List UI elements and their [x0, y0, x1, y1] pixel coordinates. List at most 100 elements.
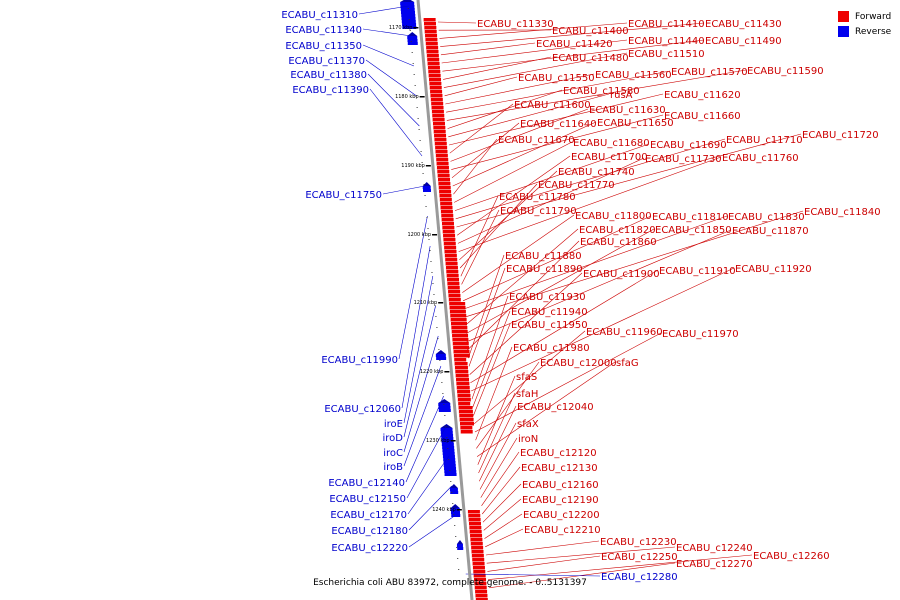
- forward-gene-segment: [429, 82, 442, 86]
- forward-gene-segment: [471, 550, 484, 554]
- tick-label: 1230 kbp: [426, 438, 450, 444]
- forward-gene-label: ECABU_c11810: [652, 212, 729, 223]
- forward-gene-label: ECABU_c11720: [802, 130, 879, 141]
- reverse-swatch: [838, 26, 849, 37]
- forward-gene-label: ECABU_c11950: [511, 320, 588, 331]
- reverse-gene-segment: [444, 470, 457, 473]
- tick-mark: [438, 302, 444, 304]
- minor-dot: [450, 481, 452, 482]
- minor-dot: [445, 426, 447, 427]
- reverse-gene-segment: [442, 446, 455, 449]
- reverse-gene-segment: [407, 42, 418, 45]
- forward-gene-segment: [471, 546, 484, 550]
- forward-gene-segment: [474, 578, 487, 582]
- forward-gene-label: ECABU_c11890: [506, 264, 583, 275]
- forward-gene-label: ECABU_c12270: [676, 559, 753, 570]
- reverse-leader: [367, 73, 420, 127]
- forward-gene-segment: [470, 542, 483, 546]
- forward-leader: [479, 405, 517, 482]
- forward-gene-segment: [428, 74, 441, 78]
- forward-gene-segment: [442, 226, 455, 230]
- forward-gene-label: ECABU_c11920: [735, 264, 812, 275]
- forward-gene-segment: [425, 42, 438, 46]
- forward-gene-segment: [458, 406, 473, 410]
- tick-mark: [432, 234, 438, 236]
- forward-gene-segment: [426, 50, 439, 54]
- tick-label: 1210 kbp: [414, 300, 438, 306]
- tick-mark: [456, 509, 462, 511]
- forward-leader: [487, 555, 601, 572]
- forward-gene-label: ECABU_c11800: [575, 211, 652, 222]
- reverse-gene-segment: [407, 36, 418, 39]
- forward-gene-segment: [447, 286, 460, 290]
- reverse-gene-segment: [451, 514, 461, 517]
- minor-dot: [459, 580, 461, 581]
- forward-gene-segment: [467, 510, 480, 514]
- forward-leader: [448, 93, 664, 146]
- minor-dot: [442, 393, 444, 394]
- forward-gene-label: ECABU_c11770: [538, 180, 615, 191]
- forward-gene-segment: [452, 338, 469, 342]
- reverse-gene-segment: [441, 440, 454, 443]
- forward-gene-segment: [440, 206, 453, 210]
- forward-gene-segment: [427, 62, 440, 66]
- reverse-gene-arrow: [422, 182, 431, 186]
- forward-gene-label: ECABU_c12250: [601, 552, 678, 563]
- reverse-gene-label: ECABU_c11340: [285, 25, 362, 36]
- forward-gene-segment: [444, 246, 457, 250]
- forward-gene-label: ECABU_c11420: [536, 39, 613, 50]
- minor-dot: [413, 74, 415, 75]
- forward-gene-label: ECABU_c11680: [573, 138, 650, 149]
- forward-gene-segment: [456, 378, 470, 382]
- forward-gene-segment: [459, 418, 474, 422]
- minor-dot: [416, 107, 418, 108]
- forward-leader: [466, 229, 732, 343]
- forward-gene-segment: [429, 86, 442, 90]
- forward-leader: [456, 133, 802, 228]
- reverse-leader: [407, 455, 450, 515]
- reverse-gene-segment: [440, 431, 453, 434]
- forward-leader: [471, 295, 509, 400]
- forward-gene-segment: [457, 398, 471, 402]
- forward-gene-label: ECABU_c11330: [477, 19, 554, 30]
- forward-gene-label: sfaG: [616, 358, 639, 369]
- forward-swatch: [838, 11, 849, 22]
- reverse-gene-segment: [450, 511, 460, 514]
- forward-gene-segment: [445, 258, 458, 262]
- forward-leader: [454, 141, 573, 203]
- reverse-gene-label: iroB: [383, 462, 403, 473]
- reverse-leader: [408, 515, 455, 548]
- forward-gene-segment: [435, 154, 448, 158]
- forward-leader: [455, 138, 726, 220]
- forward-gene-segment: [473, 574, 486, 578]
- reverse-gene-segment: [457, 547, 464, 550]
- reverse-leader: [369, 88, 423, 157]
- forward-gene-label: ECABU_c11830: [728, 212, 805, 223]
- forward-leader: [463, 215, 728, 310]
- forward-gene-label: ECABU_c11630: [589, 105, 666, 116]
- forward-leader: [444, 76, 518, 97]
- forward-gene-segment: [434, 138, 447, 142]
- forward-gene-label: ECABU_c11660: [664, 111, 741, 122]
- forward-gene-segment: [447, 282, 460, 286]
- forward-leader: [467, 254, 505, 359]
- forward-gene-segment: [441, 218, 454, 222]
- forward-gene-segment: [471, 554, 484, 558]
- reverse-gene-label: ECABU_c12280: [601, 572, 678, 583]
- forward-leader: [482, 483, 522, 523]
- minor-dot: [427, 228, 429, 229]
- forward-gene-label: ECABU_c11860: [580, 237, 657, 248]
- forward-gene-segment: [453, 350, 470, 354]
- reverse-gene-segment: [401, 20, 416, 23]
- forward-gene-label: iroN: [518, 434, 538, 445]
- forward-leader: [445, 73, 595, 105]
- forward-leader: [447, 89, 563, 129]
- reverse-gene-label: ECABU_c11990: [321, 355, 398, 366]
- minor-dot: [407, 8, 409, 9]
- reverse-leader: [405, 395, 444, 483]
- forward-leader: [437, 21, 477, 24]
- forward-gene-label: ECABU_c11840: [804, 207, 881, 218]
- forward-gene-segment: [468, 514, 481, 518]
- forward-leader: [457, 157, 645, 244]
- reverse-gene-segment: [443, 464, 456, 467]
